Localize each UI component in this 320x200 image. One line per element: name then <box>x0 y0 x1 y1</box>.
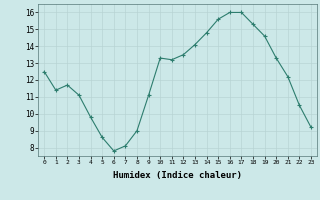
X-axis label: Humidex (Indice chaleur): Humidex (Indice chaleur) <box>113 171 242 180</box>
